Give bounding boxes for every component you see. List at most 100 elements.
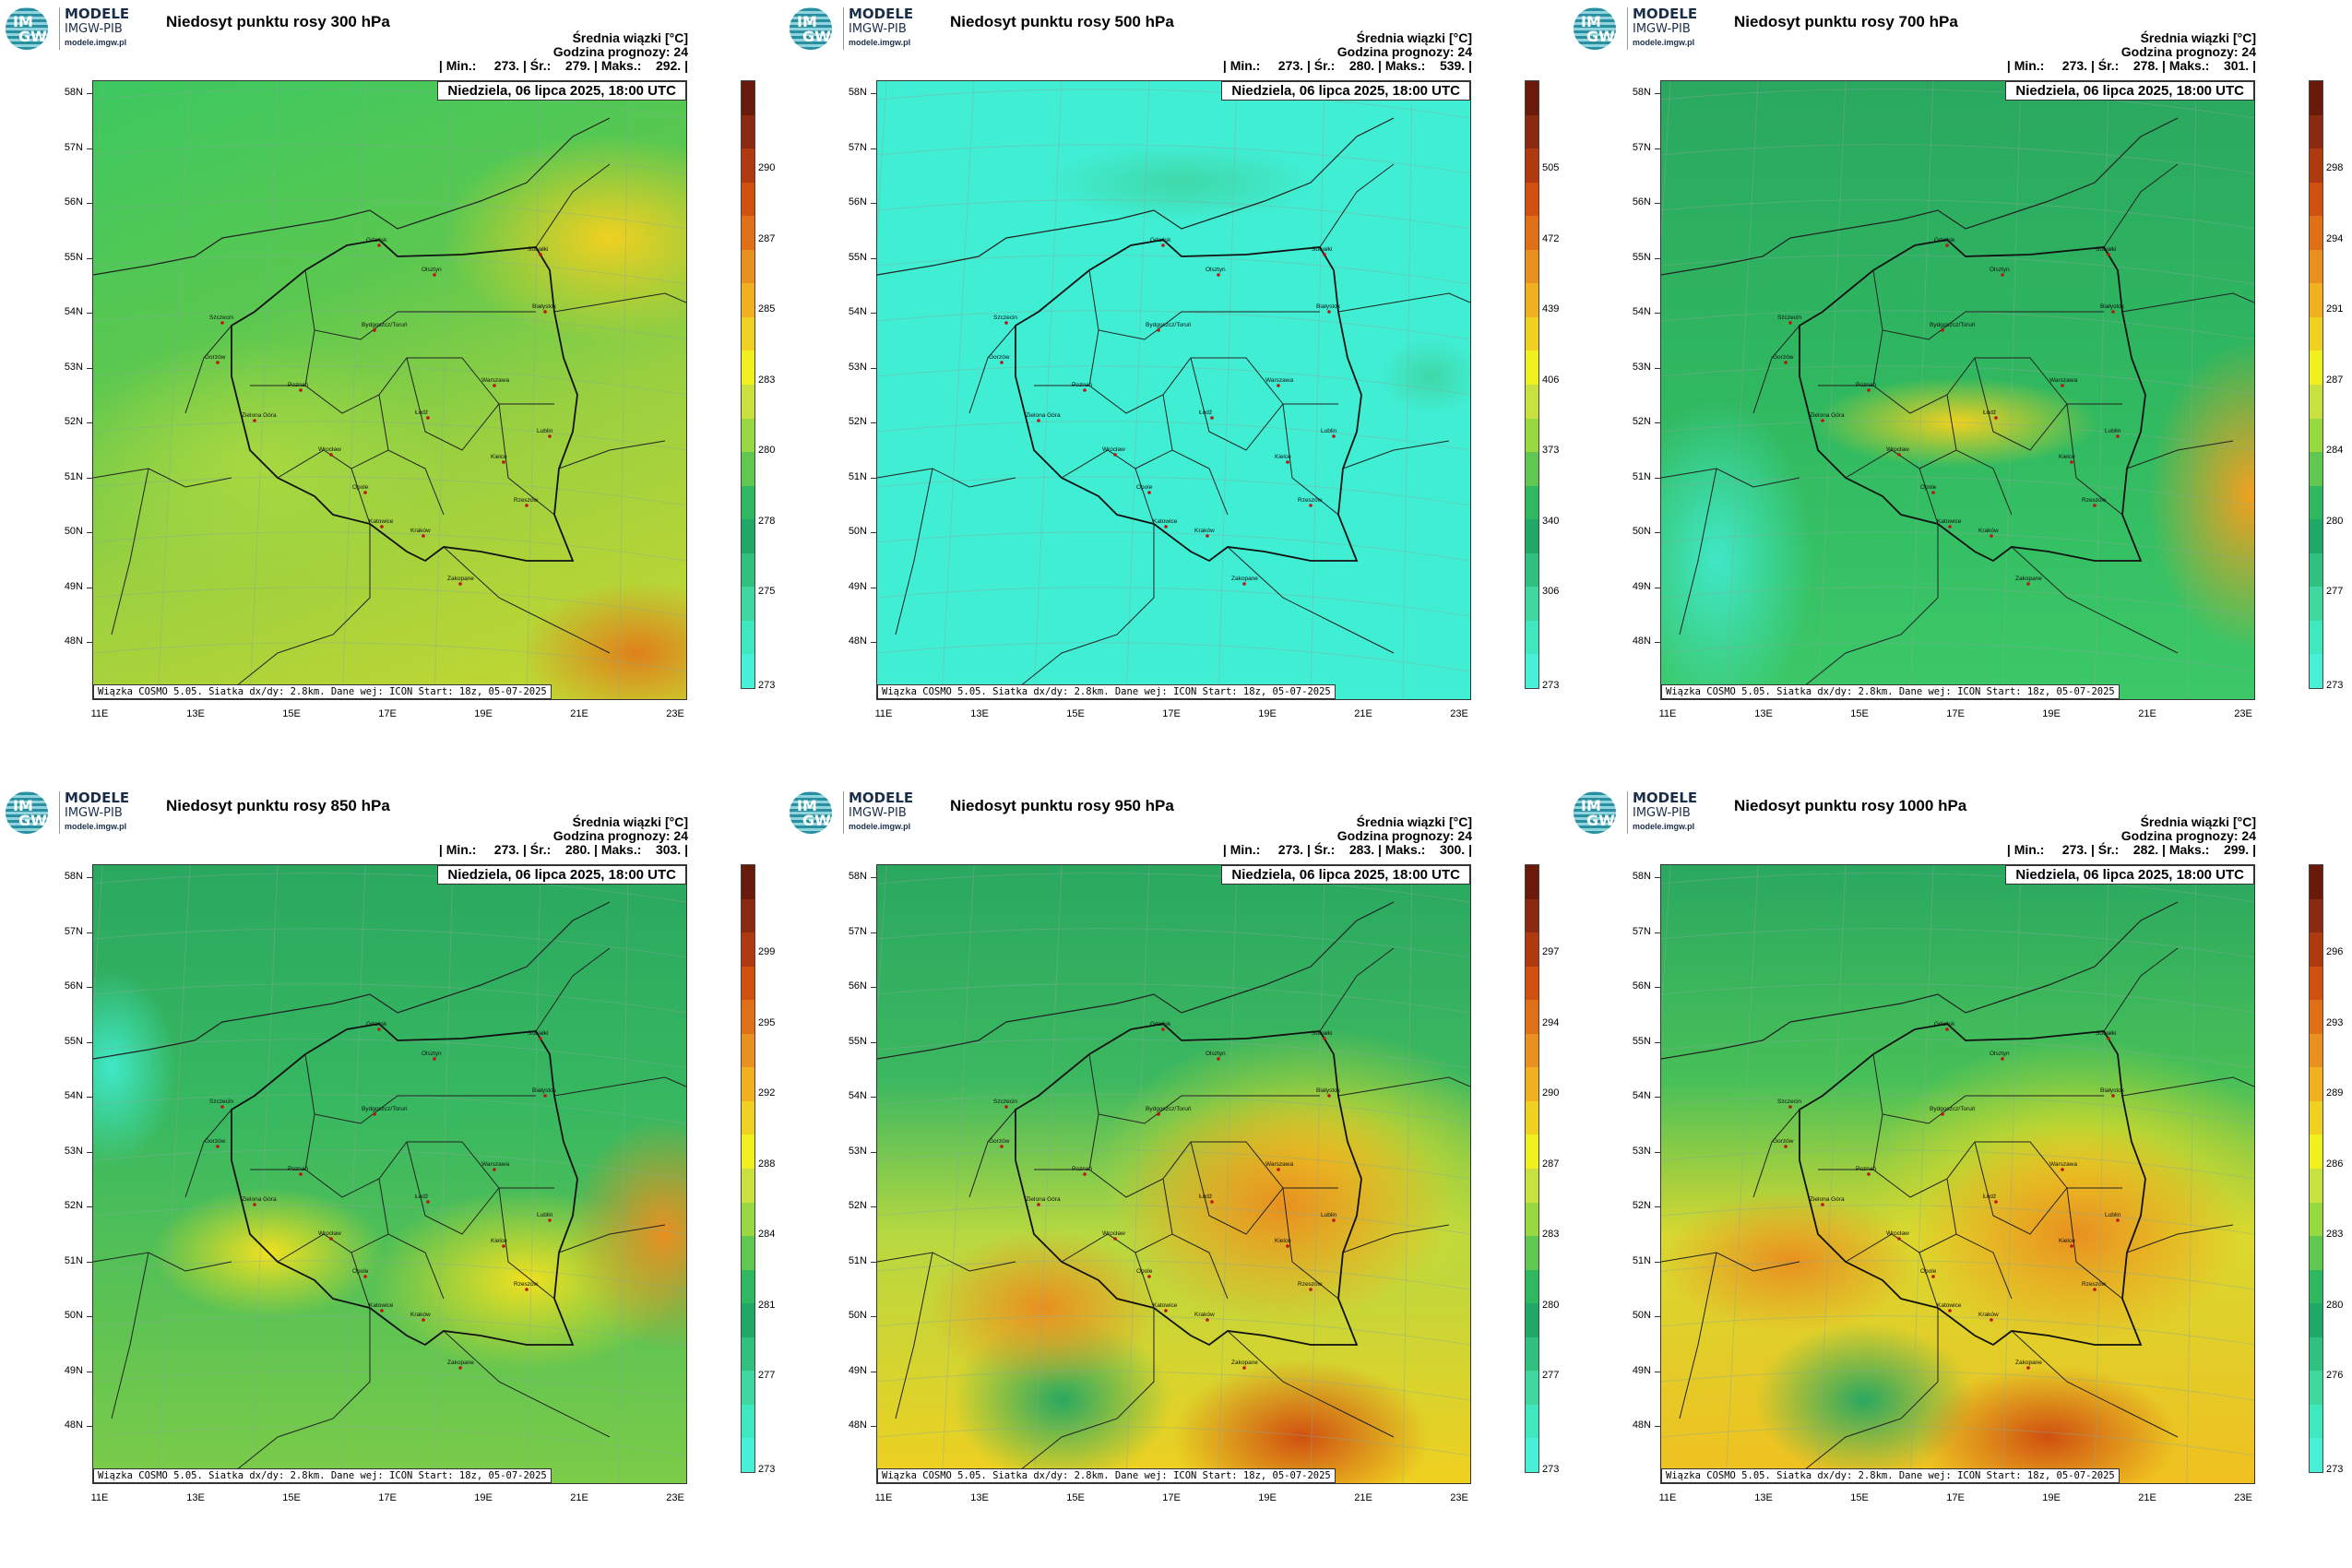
longitude-label: 11E xyxy=(1658,708,1677,719)
city-marker xyxy=(373,328,376,332)
border-line xyxy=(1337,1076,1470,1097)
graticule-line xyxy=(1661,1149,2254,1180)
city-label: Rzeszów xyxy=(514,497,539,504)
panel-info: Średnia wiązki [°C] Godzina prognozy: 24 |… xyxy=(1223,815,1472,857)
latitude-label: 53N xyxy=(64,361,83,373)
city-label: Poznań xyxy=(288,382,308,388)
latitude-tick xyxy=(87,148,92,149)
graticule-line xyxy=(877,531,1470,562)
imgw-logo: IM GW MODELE IMGW-PIB modele.imgw.pl xyxy=(790,6,937,52)
colorbar-label: 340 xyxy=(1542,515,1560,527)
border-line xyxy=(558,1224,666,1253)
colorbar-label: 293 xyxy=(2326,1016,2344,1028)
latitude-tick xyxy=(87,367,92,369)
graticule-line xyxy=(2186,81,2197,699)
border-line xyxy=(1661,468,1800,488)
latitude-label: 52N xyxy=(64,416,83,427)
colorbar-swatch xyxy=(1526,114,1538,149)
colorbar-swatch xyxy=(1526,1336,1538,1372)
latitude-label: 50N xyxy=(64,526,83,537)
colorbar-swatch xyxy=(2310,350,2322,386)
city-label: Zakopane xyxy=(2015,576,2042,582)
latitude-tick xyxy=(1655,642,1660,643)
colorbar-swatch xyxy=(1526,1169,1538,1204)
city-label: Olsztyn xyxy=(422,267,442,273)
colorbar-label: 283 xyxy=(1542,1229,1560,1240)
logo-subtitle: IMGW-PIB xyxy=(849,22,907,36)
logo-url: modele.imgw.pl xyxy=(849,38,911,47)
colorbar xyxy=(741,864,755,1473)
city-label: Olsztyn xyxy=(1206,267,1226,273)
border-line xyxy=(2103,947,2179,1032)
colorbar-label: 273 xyxy=(1542,1464,1560,1475)
longitude-label: 17E xyxy=(1162,708,1181,719)
city-marker xyxy=(2026,582,2030,586)
city-marker xyxy=(422,534,425,538)
city-marker xyxy=(1948,525,1952,529)
latitude-label: 58N xyxy=(64,871,83,882)
city-marker xyxy=(380,1309,384,1313)
city-marker xyxy=(548,1218,552,1222)
latitude-label: 53N xyxy=(848,1145,867,1157)
border-line xyxy=(1752,325,1800,414)
colorbar-swatch xyxy=(2310,385,2322,420)
graticule-line xyxy=(877,421,1470,451)
colorbar-swatch xyxy=(1526,418,1538,453)
stats-line: | Min.: 273. | Śr.: 283. | Maks.: 300. | xyxy=(1222,842,1472,857)
colorbar-label: 276 xyxy=(2326,1370,2344,1381)
colorbar-swatch xyxy=(2310,552,2322,588)
city-label: Bydgoszcz/Toruń xyxy=(362,1106,408,1112)
panel-title: Niedosyt punktu rosy 300 hPa xyxy=(166,13,390,30)
city-label: Suwałki xyxy=(1312,246,1332,253)
city-marker xyxy=(1217,273,1220,277)
latitude-tick xyxy=(1655,257,1660,259)
city-label: Warszawa xyxy=(481,1161,509,1168)
latitude-tick xyxy=(1655,1261,1660,1263)
colorbar-swatch xyxy=(1526,865,1538,900)
graticule-line xyxy=(1909,81,1934,699)
colorbar-swatch xyxy=(2310,114,2322,149)
border-line xyxy=(2011,546,2179,654)
graticule-line xyxy=(93,144,686,174)
city-label: Wrocław xyxy=(1102,446,1125,453)
longitude-label: 23E xyxy=(666,708,684,719)
latitude-tick xyxy=(87,987,92,988)
latitude-label: 50N xyxy=(848,1310,867,1321)
latitude-tick xyxy=(871,367,876,369)
border-line xyxy=(184,1109,232,1198)
colorbar-swatch xyxy=(1526,1067,1538,1102)
longitude-label: 13E xyxy=(970,708,989,719)
latitude-tick xyxy=(87,642,92,643)
dewpoint-deficit-map: Gdańsk Olsztyn Suwałki Białystok Szczecin Byd… xyxy=(876,864,1471,1484)
colorbar-swatch xyxy=(742,1371,754,1406)
city-label: Suwałki xyxy=(528,246,548,253)
colorbar-swatch xyxy=(1526,1438,1538,1473)
latitude-label: 51N xyxy=(848,1254,867,1266)
city-label: Opole xyxy=(1136,1268,1153,1275)
graticule-line xyxy=(877,873,1470,903)
dewpoint-deficit-map: Gdańsk Olsztyn Suwałki Białystok Szczecin Byd… xyxy=(1660,80,2255,700)
model-info-footer: Wiązka COSMO 5.05. Siatka dx/dy: 2.8km. … xyxy=(93,1468,552,1483)
border-line xyxy=(553,1076,686,1097)
colorbar-swatch xyxy=(742,966,754,1001)
imgw-logo: IM GW MODELE IMGW-PIB modele.imgw.pl xyxy=(6,6,153,52)
colorbar-swatch xyxy=(742,81,754,116)
city-label: Lublin xyxy=(1321,1212,1337,1218)
logo-mark-top: IM xyxy=(797,13,817,30)
imgw-logo: IM GW MODELE IMGW-PIB modele.imgw.pl xyxy=(1574,790,1721,836)
city-marker xyxy=(299,388,303,392)
border-line xyxy=(1227,546,1395,654)
graticule-line xyxy=(434,865,454,1483)
city-marker xyxy=(1004,1105,1008,1109)
city-label: Gorzów xyxy=(1773,354,1794,361)
city-label: Lublin xyxy=(537,1212,553,1218)
border-line xyxy=(1752,1109,1800,1198)
latitude-tick xyxy=(87,877,92,878)
longitude-label: 23E xyxy=(666,1492,684,1503)
latitude-tick xyxy=(87,93,92,94)
city-label: Łódź xyxy=(1983,410,1996,416)
border-line xyxy=(93,468,232,488)
colorbar-swatch xyxy=(742,1067,754,1102)
logo-title: MODELE xyxy=(849,6,914,22)
city-label: Kielce xyxy=(2059,1238,2075,1244)
